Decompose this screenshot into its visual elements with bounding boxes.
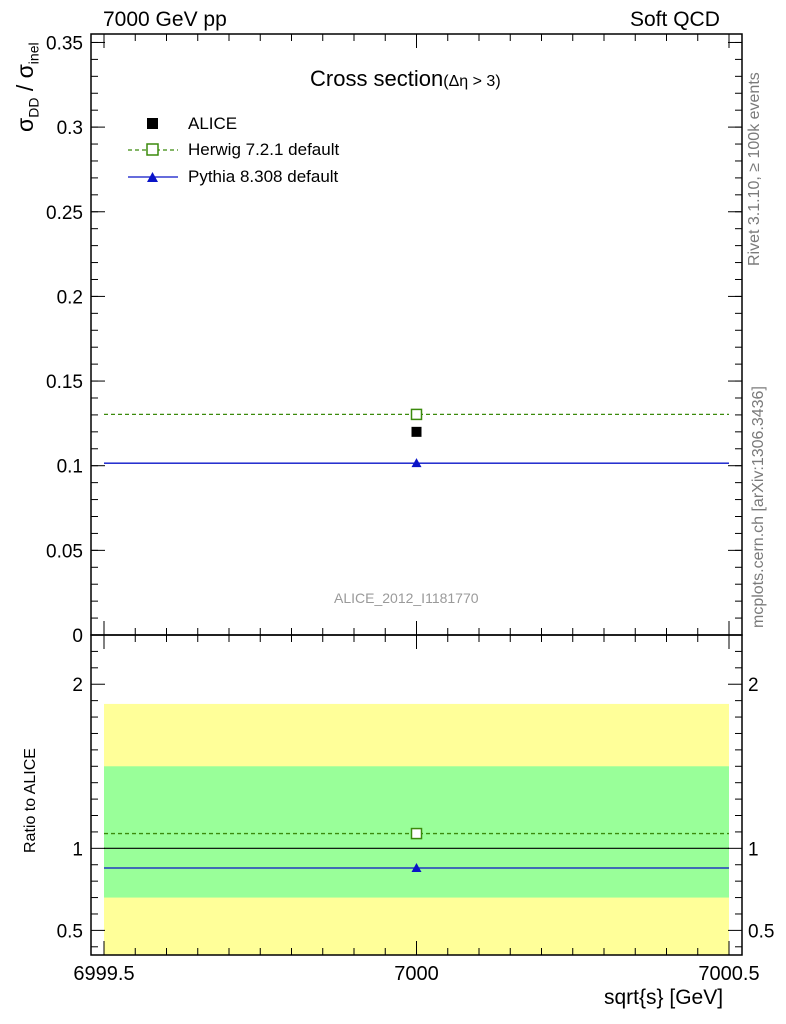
ratio-y-tick-label: 1 <box>72 839 83 860</box>
ratio-y-tick-label-right: 1 <box>748 839 759 860</box>
main-y-tick-label: 0.1 <box>57 457 83 478</box>
header-left: 7000 GeV pp <box>103 8 227 31</box>
main-herwig-point <box>410 408 423 421</box>
main-plot-frame <box>90 33 743 636</box>
x-tick-label: 7000.5 <box>698 963 759 985</box>
legend-label-pythia: Pythia 8.308 default <box>188 167 339 186</box>
x-tick-label: 6999.5 <box>73 963 134 985</box>
main-y-tick-label: 0.3 <box>57 118 83 139</box>
ratio-herwig-point <box>410 827 423 840</box>
ratio-y-tick-label-right: 2 <box>748 675 759 696</box>
plot-title-main: Cross section <box>310 66 444 91</box>
plot-title-suffix: (Δη > 3) <box>443 73 501 90</box>
main-y-tick-label: 0.25 <box>46 203 83 224</box>
x-tick-label: 7000 <box>394 963 439 985</box>
header-right: Soft QCD <box>630 8 720 31</box>
x-axis-label: sqrt{s} [GeV] <box>604 986 724 1009</box>
main-y-tick-label: 0.2 <box>57 287 83 308</box>
main-y-tick-label: 0.15 <box>46 372 83 393</box>
main-y-tick-label: 0.05 <box>46 541 83 562</box>
ratio-y-tick-label-right: 0.5 <box>748 921 774 942</box>
main-pythia-point <box>411 458 422 468</box>
ratio-pythia-point <box>411 863 422 873</box>
ratio-y-tick-label: 0.5 <box>57 921 83 942</box>
main-y-tick-label: 0 <box>72 626 83 647</box>
legend-label-herwig: Herwig 7.2.1 default <box>188 140 340 159</box>
main-y-tick-label: 0.35 <box>46 33 83 54</box>
plot-title: Cross section(Δη > 3) <box>310 66 501 92</box>
legend-label-alice: ALICE <box>188 114 238 133</box>
main-alice-point <box>411 426 422 437</box>
ratio-y-tick-label: 2 <box>72 675 83 696</box>
analysis-id-label: ALICE_2012_I1181770 <box>334 590 479 606</box>
